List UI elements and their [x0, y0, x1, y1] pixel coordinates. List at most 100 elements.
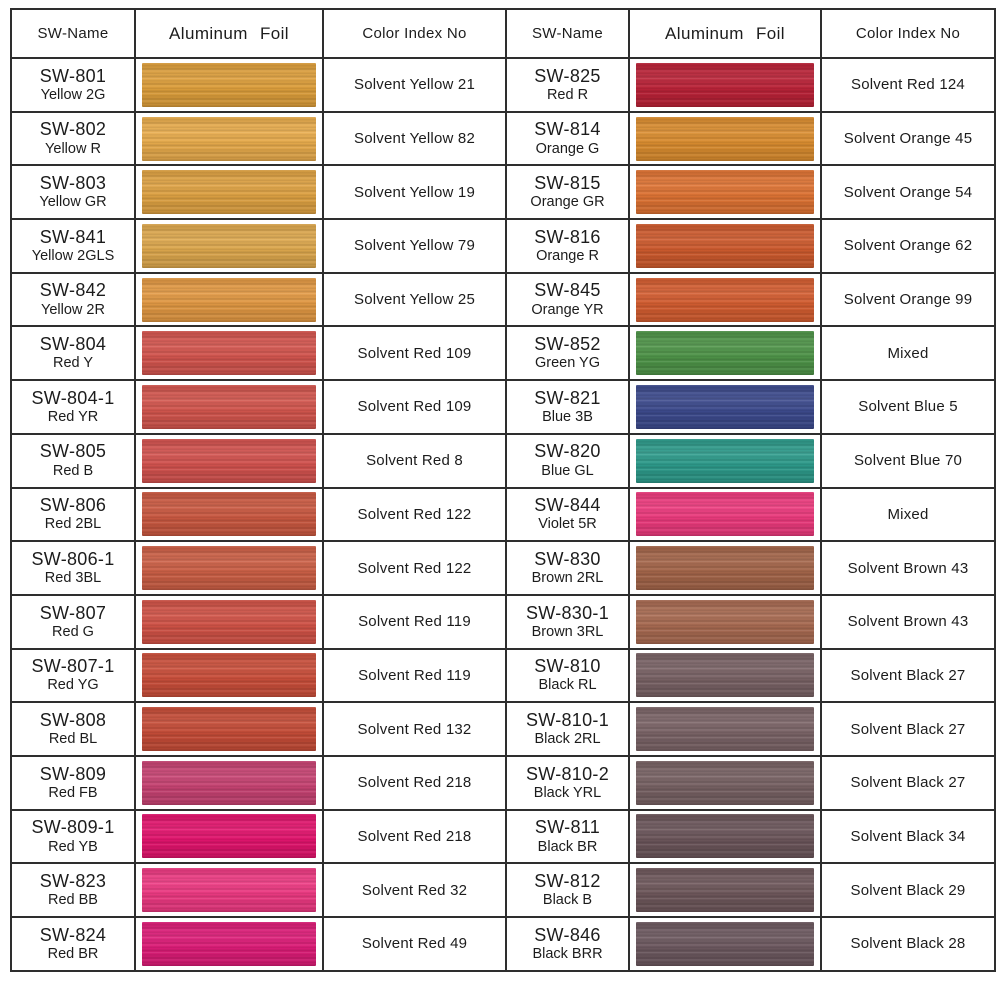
- color-swatch-left: [142, 62, 316, 107]
- table-row: SW-808 Red BL Solvent Red 132 SW-810-1 B…: [10, 701, 996, 757]
- sw-variant-right: Brown 2RL: [531, 570, 604, 587]
- sw-name-cell-right: SW-810-2 Black YRL: [505, 754, 630, 811]
- sw-variant-right: Black B: [542, 892, 593, 909]
- sw-code-right: SW-810-2: [525, 763, 610, 784]
- color-swatch-left: [142, 707, 316, 752]
- sw-name-cell-right: SW-825 Red R: [505, 57, 630, 113]
- color-swatch-right: [636, 760, 814, 805]
- sw-name-cell-left: SW-809 Red FB: [10, 754, 136, 811]
- swatch-cell-right: [628, 271, 822, 328]
- sw-code-right: SW-844: [534, 495, 601, 516]
- color-index-cell-left: Solvent Yellow 82: [322, 110, 507, 167]
- color-index-cell-right: Solvent Orange 99: [820, 271, 996, 328]
- color-index-cell-left: Solvent Red 119: [322, 647, 507, 704]
- swatch-cell-left: [134, 379, 324, 435]
- sw-variant-right: Orange G: [535, 140, 600, 157]
- swatch-cell-right: [628, 701, 822, 757]
- table-row: SW-809 Red FB Solvent Red 218 SW-810-2 B…: [10, 754, 996, 811]
- sw-code-right: SW-825: [534, 65, 601, 86]
- swatch-cell-left: [134, 57, 324, 113]
- swatch-cell-right: [628, 486, 822, 543]
- sw-name-cell-right: SW-845 Orange YR: [505, 271, 630, 328]
- sw-name-cell-left: SW-841 Yellow 2GLS: [10, 218, 136, 274]
- sw-name-cell-left: SW-808 Red BL: [10, 701, 136, 757]
- swatch-cell-left: [134, 486, 324, 543]
- sw-name-cell-left: SW-824 Red BR: [10, 916, 136, 972]
- color-index-cell-right: Solvent Brown 43: [820, 593, 996, 650]
- sw-code-left: SW-801: [39, 65, 107, 86]
- header-sw-name-left: SW-Name: [10, 8, 136, 59]
- swatch-cell-left: [134, 808, 324, 865]
- header-row: SW-Name Aluminum Foil Color Index No SW-…: [10, 8, 996, 59]
- color-swatch-left: [142, 653, 316, 698]
- sw-variant-left: Red B: [52, 462, 94, 479]
- swatch-cell-right: [628, 916, 822, 972]
- swatch-cell-left: [134, 701, 324, 757]
- sw-variant-right: Orange GR: [530, 194, 605, 211]
- table-row: SW-823 Red BB Solvent Red 32 SW-812 Blac…: [10, 862, 996, 918]
- sw-code-right: SW-821: [534, 387, 601, 408]
- swatch-cell-left: [134, 432, 324, 489]
- swatch-cell-right: [628, 379, 822, 435]
- sw-name-cell-left: SW-823 Red BB: [10, 862, 136, 918]
- color-swatch-right: [636, 331, 814, 376]
- sw-code-left: SW-802: [39, 119, 107, 140]
- sw-code-left: SW-806-1: [31, 548, 115, 569]
- color-index-cell-right: Solvent Blue 5: [820, 379, 996, 435]
- sw-variant-left: Red Y: [52, 355, 94, 372]
- color-swatch-left: [142, 384, 316, 429]
- sw-variant-right: Blue GL: [541, 462, 594, 479]
- sw-code-left: SW-824: [39, 924, 107, 945]
- sw-name-cell-left: SW-804-1 Red YR: [10, 379, 136, 435]
- sw-variant-left: Red G: [52, 623, 94, 640]
- swatch-cell-right: [628, 110, 822, 167]
- sw-variant-right: Brown 3RL: [531, 623, 604, 640]
- color-swatch-left: [142, 277, 316, 322]
- sw-code-left: SW-808: [39, 709, 107, 730]
- color-index-cell-right: Solvent Orange 45: [820, 110, 996, 167]
- sw-name-cell-right: SW-816 Orange R: [505, 218, 630, 274]
- swatch-cell-left: [134, 164, 324, 221]
- color-swatch-right: [636, 277, 814, 322]
- color-index-cell-right: Solvent Black 29: [820, 862, 996, 918]
- sw-variant-right: Orange YR: [531, 301, 604, 318]
- sw-code-left: SW-804: [39, 334, 107, 355]
- sw-code-left: SW-807: [39, 602, 107, 623]
- sw-name-cell-right: SW-811 Black BR: [505, 808, 630, 865]
- sw-code-right: SW-852: [534, 334, 601, 355]
- header-aluminum-foil-right: Aluminum Foil: [628, 8, 822, 59]
- sw-name-cell-left: SW-805 Red B: [10, 432, 136, 489]
- color-swatch-right: [636, 814, 814, 859]
- color-index-cell-left: Solvent Yellow 79: [322, 218, 507, 274]
- swatch-cell-left: [134, 593, 324, 650]
- table-row: SW-807-1 Red YG Solvent Red 119 SW-810 B…: [10, 647, 996, 704]
- sw-name-cell-right: SW-821 Blue 3B: [505, 379, 630, 435]
- sw-code-left: SW-804-1: [31, 387, 115, 408]
- sw-name-cell-right: SW-830-1 Brown 3RL: [505, 593, 630, 650]
- color-swatch-right: [636, 223, 814, 268]
- color-index-cell-right: Solvent Brown 43: [820, 540, 996, 596]
- color-index-cell-right: Solvent Black 27: [820, 701, 996, 757]
- color-index-cell-left: Solvent Yellow 21: [322, 57, 507, 113]
- swatch-cell-right: [628, 432, 822, 489]
- sw-variant-left: Red BL: [48, 731, 98, 748]
- swatch-cell-right: [628, 593, 822, 650]
- sw-code-left: SW-807-1: [31, 656, 115, 677]
- swatch-cell-left: [134, 916, 324, 972]
- color-swatch-right: [636, 116, 814, 161]
- sw-code-left: SW-841: [39, 226, 107, 247]
- sw-variant-right: Black 2RL: [534, 731, 601, 748]
- color-swatch-left: [142, 546, 316, 591]
- sw-code-left: SW-809-1: [31, 817, 115, 838]
- sw-variant-left: Red 3BL: [44, 570, 102, 587]
- sw-name-cell-right: SW-852 Green YG: [505, 325, 630, 382]
- color-swatch-left: [142, 814, 316, 859]
- swatch-cell-right: [628, 164, 822, 221]
- sw-name-cell-left: SW-807-1 Red YG: [10, 647, 136, 704]
- sw-name-cell-left: SW-842 Yellow 2R: [10, 271, 136, 328]
- color-swatch-left: [142, 492, 316, 537]
- table-row: SW-804 Red Y Solvent Red 109 SW-852 Gree…: [10, 325, 996, 382]
- sw-variant-left: Red 2BL: [44, 516, 102, 533]
- sw-code-right: SW-811: [534, 817, 601, 838]
- color-index-cell-left: Solvent Red 32: [322, 862, 507, 918]
